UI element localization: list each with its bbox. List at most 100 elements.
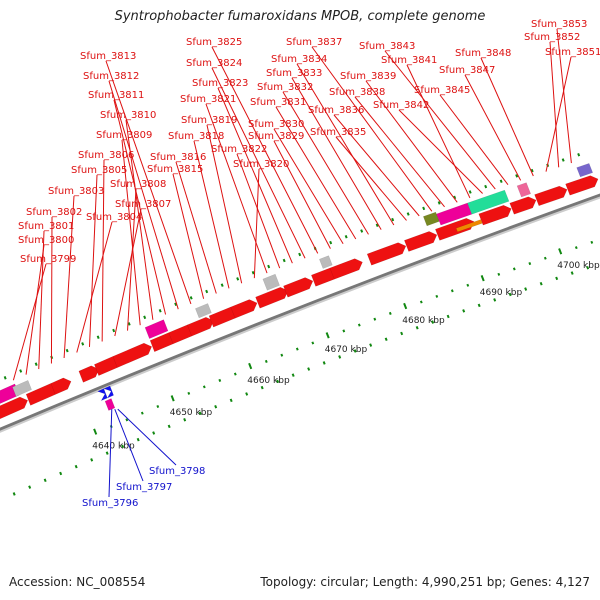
- upper-scale-tick: [453, 195, 457, 200]
- upper-scale-tick: [360, 229, 364, 233]
- gene-label-leader: [205, 103, 268, 274]
- upper-scale-tick: [282, 258, 286, 263]
- lower-scale-tick: [59, 471, 63, 476]
- gene-label-forward: Sfum_3851: [545, 47, 600, 58]
- rna-gene-reverse: [104, 398, 116, 411]
- scale-minor-tick: [311, 341, 315, 345]
- scale-minor-tick: [140, 411, 144, 415]
- scale-major-tick: [170, 395, 175, 402]
- upper-scale-tick: [112, 328, 116, 333]
- gene-label-forward: Sfum_3837: [286, 37, 342, 48]
- lower-scale-tick: [508, 292, 512, 297]
- upper-scale-tick: [189, 296, 193, 300]
- upper-scale-tick: [3, 376, 7, 380]
- lower-scale-tick: [307, 367, 311, 371]
- scale-minor-tick: [497, 272, 501, 276]
- lower-scale-tick: [167, 424, 171, 429]
- gene-label-leader: [76, 221, 113, 353]
- gene-label-forward: Sfum_3847: [439, 65, 495, 76]
- gene-label-leader: [105, 60, 192, 305]
- lower-scale-tick: [152, 431, 156, 435]
- gene-label-leader: [275, 106, 357, 240]
- lower-scale-tick: [462, 309, 466, 313]
- forward-gene-18: [478, 205, 512, 226]
- pseudo-gene-2: [262, 273, 280, 291]
- gene-label-leader: [282, 91, 369, 235]
- upper-scale-tick: [484, 184, 488, 189]
- gene-label-forward: Sfum_3833: [266, 68, 322, 79]
- scale-minor-tick: [512, 267, 516, 271]
- gene-label-forward: Sfum_3813: [80, 51, 136, 62]
- upper-scale-tick: [81, 342, 85, 346]
- forward-gene-12: [283, 277, 314, 298]
- upper-scale-tick: [236, 277, 240, 281]
- lower-scale-tick: [260, 385, 264, 390]
- gene-label-forward: Sfum_3831: [250, 97, 306, 108]
- scale-minor-tick: [280, 353, 284, 357]
- upper-scale-tick: [267, 264, 271, 269]
- gene-label-leader: [273, 140, 331, 249]
- gene-label-forward: Sfum_3805: [71, 165, 127, 176]
- lower-scale-tick: [555, 276, 559, 281]
- lower-scale-tick: [74, 464, 78, 469]
- reverse-gene-0: [96, 388, 108, 402]
- scale-minor-tick: [187, 391, 191, 395]
- gene-label-leader: [406, 64, 471, 199]
- scale-minor-tick: [202, 385, 206, 389]
- genome-title: Syntrophobacter fumaroxidans MPOB, compl…: [114, 9, 486, 24]
- gene-label-forward: Sfum_3835: [310, 127, 366, 138]
- gene-label-forward: Sfum_3829: [248, 131, 304, 142]
- lower-scale-tick: [198, 411, 202, 416]
- upper-scale-tick: [344, 235, 348, 239]
- upper-scale-tick: [205, 289, 209, 294]
- upper-scale-tick: [174, 302, 178, 307]
- gene-label-leader: [63, 195, 75, 359]
- lower-scale-tick: [446, 314, 450, 319]
- scale-minor-tick: [574, 246, 578, 250]
- genome-backbone: [0, 193, 600, 432]
- gene-label-forward: Sfum_3842: [373, 100, 429, 111]
- upper-scale-tick: [437, 201, 441, 205]
- gene-label-leader: [172, 173, 205, 299]
- gene-label-leader: [113, 99, 167, 315]
- scale-minor-tick: [156, 404, 160, 409]
- upper-scale-tick: [220, 283, 224, 287]
- scale-minor-tick: [218, 378, 222, 382]
- lower-scale-tick: [586, 266, 590, 270]
- gene-label-leader: [398, 109, 483, 194]
- upper-scale-tick: [561, 158, 565, 162]
- gene-label-forward: Sfum_3845: [414, 85, 470, 96]
- upper-scale-tick: [34, 362, 38, 366]
- scale-minor-tick: [373, 317, 377, 321]
- gene-label-leader: [545, 56, 572, 172]
- lower-scale-tick: [400, 331, 404, 336]
- gene-label-leader: [12, 263, 47, 381]
- scale-tick-label: 4670 kbp: [325, 345, 368, 355]
- upper-scale-tick: [143, 315, 147, 320]
- scale-tick-label: 4650 kbp: [170, 408, 213, 418]
- gene-label-forward: Sfum_3800: [18, 235, 74, 246]
- gene-label-forward: Sfum_3809: [96, 130, 152, 141]
- genome-stats-text: Topology: circular; Length: 4,990,251 bp…: [260, 575, 590, 589]
- gene-label-forward: Sfum_3830: [248, 119, 304, 130]
- forward-gene-19: [509, 196, 537, 215]
- lower-scale-tick: [369, 343, 373, 347]
- lower-scale-tick: [415, 325, 419, 330]
- gene-label-forward: Sfum_3823: [192, 78, 248, 89]
- gene-label-forward: Sfum_3824: [186, 58, 242, 69]
- misc-feature-2: [516, 182, 532, 198]
- lower-scale-tick: [431, 320, 435, 324]
- misc-feature-1: [455, 219, 483, 233]
- scale-major-tick: [93, 428, 98, 435]
- lower-scale-tick: [353, 349, 357, 353]
- forward-gene-14: [329, 258, 363, 280]
- gene-label-forward: Sfum_3808: [110, 179, 166, 190]
- pseudo-gene-1: [195, 303, 212, 319]
- scale-minor-tick: [342, 329, 346, 333]
- lower-scale-tick: [276, 379, 280, 384]
- upper-scale-tick: [577, 152, 581, 157]
- gene-label-forward: Sfum_3848: [455, 48, 511, 59]
- genome-backbone-shadow: [0, 196, 600, 433]
- scale-minor-tick: [295, 347, 299, 351]
